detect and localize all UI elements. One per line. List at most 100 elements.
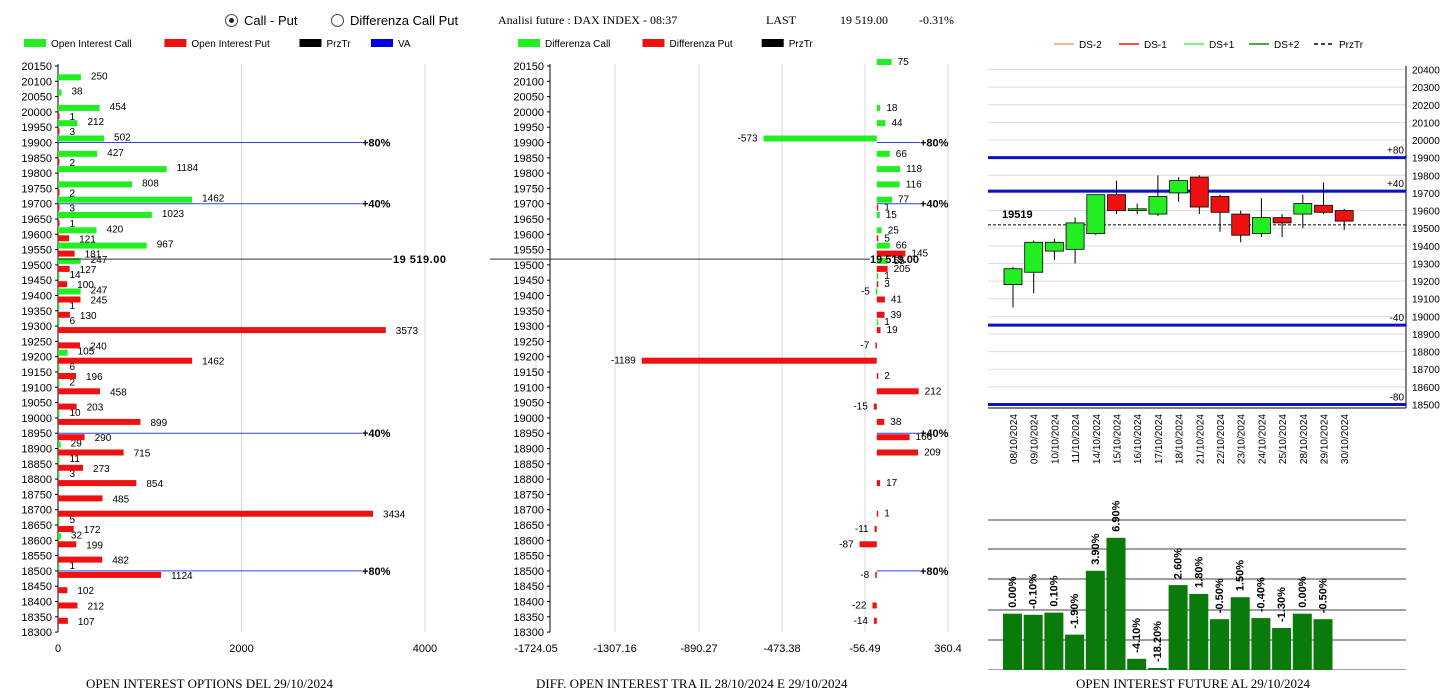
radio-differenza[interactable]: Differenza Call Put <box>331 13 458 28</box>
put-value-18800: 854 <box>146 479 163 490</box>
candle-legend-label-3: DS+2 <box>1274 40 1300 51</box>
strike-label-18700: 18700 <box>21 505 52 517</box>
diff-put-value-19250: -7 <box>860 340 869 351</box>
put-bar-18700 <box>58 510 374 517</box>
put-bar-19250 <box>58 342 81 349</box>
diff-strike-label-19550: 19550 <box>513 245 544 257</box>
diff-strike-label-19900: 19900 <box>513 138 544 150</box>
diff-strike-label-19650: 19650 <box>513 214 544 226</box>
diff-put-bar-18650 <box>874 526 877 532</box>
put-value-18700: 3434 <box>383 510 406 521</box>
candle-y-tick-19100: 19100 <box>1412 295 1440 306</box>
diff-legend-label-0: Differenza Call <box>545 39 610 50</box>
strike-label-19350: 19350 <box>21 306 52 318</box>
diff-call-value-19600: 25 <box>888 225 900 236</box>
strike-label-18950: 18950 <box>21 428 52 440</box>
call-value-18850: 11 <box>70 454 81 465</box>
legend-swatch-3 <box>371 39 393 47</box>
diff-call-bar-19900 <box>763 135 877 142</box>
band-label-1: +40 <box>1387 179 1404 190</box>
put-bar-18650 <box>58 526 74 532</box>
radio-call-put[interactable]: Call - Put <box>225 13 297 28</box>
put-value-18900: 715 <box>134 449 151 460</box>
diff-put-bar-18350 <box>873 617 877 624</box>
call-value-19400: 247 <box>91 286 108 297</box>
candle-price-label: 19519 <box>1002 209 1033 221</box>
diff-strike-label-19350: 19350 <box>513 306 544 318</box>
call-value-19550: 967 <box>157 240 174 251</box>
put-bar-19600 <box>58 235 70 242</box>
date-label-2: 10/10/2024 <box>1050 414 1061 464</box>
call-bar-18600 <box>58 533 61 540</box>
candle-body-11 <box>1231 213 1251 236</box>
future-bar-label-0: 0.00% <box>1007 576 1019 607</box>
radio-selected-icon[interactable] <box>225 14 238 27</box>
future-bar-9 <box>1189 593 1209 670</box>
put-bar-19100 <box>58 388 101 395</box>
diff-legend-label-1: Differenza Put <box>670 39 733 50</box>
candle-legend-label-2: DS+1 <box>1209 40 1235 51</box>
diff-strike-label-18750: 18750 <box>513 489 544 501</box>
put-bar-18450 <box>58 587 68 594</box>
legend-label-3: VA <box>398 39 411 50</box>
future-bar-10 <box>1210 619 1229 670</box>
future-bar-4 <box>1085 570 1105 670</box>
diff-put-value-19050: -15 <box>853 402 868 413</box>
candle-y-tick-18500: 18500 <box>1412 400 1440 411</box>
diff-strike-label-18500: 18500 <box>513 566 544 578</box>
put-bar-18500 <box>58 571 162 578</box>
candle-y-tick-19600: 19600 <box>1412 207 1440 218</box>
put-value-19950: 3 <box>70 127 76 138</box>
call-value-19100: 2 <box>70 377 76 388</box>
diff-call-bar-19300 <box>876 319 879 326</box>
diff-put-value-18650: -11 <box>855 524 869 535</box>
diff-put-value-18950: 166 <box>916 432 933 443</box>
diff-va-label-3: +80% <box>920 566 949 578</box>
future-bar-label-1: -0.10% <box>1028 574 1040 609</box>
diff-strike-label-18350: 18350 <box>513 612 544 624</box>
diff-put-bar-18500 <box>875 571 877 578</box>
radio-unselected-icon[interactable] <box>331 14 344 27</box>
strike-label-19200: 19200 <box>21 352 52 364</box>
diff-put-bar-19450 <box>876 281 879 288</box>
diff-legend-label-2: PrzTr <box>789 39 814 50</box>
candle-body-9 <box>1189 176 1209 208</box>
diff-legend-swatch-2 <box>761 39 784 47</box>
diff-strike-label-18850: 18850 <box>513 459 544 471</box>
call-bar-18850 <box>58 456 60 463</box>
strike-label-18900: 18900 <box>21 444 52 456</box>
put-value-18450: 102 <box>77 586 94 597</box>
top-bar: Call - Put Differenza Call Put Analisi f… <box>0 0 1453 34</box>
diff-call-value-19450: 1 <box>884 271 890 282</box>
diff-put-bar-19500 <box>876 265 888 272</box>
strike-label-18550: 18550 <box>21 551 52 563</box>
call-value-18900: 29 <box>71 439 83 450</box>
put-value-19700: 3 <box>70 204 76 215</box>
strike-label-19900: 19900 <box>21 138 52 150</box>
put-bar-19000 <box>58 418 141 425</box>
future-bar-label-12: -0.40% <box>1255 577 1267 612</box>
call-bar-19800 <box>58 166 167 173</box>
diff-put-value-19500: 205 <box>894 264 911 275</box>
diff-strike-label-19950: 19950 <box>513 122 544 134</box>
put-value-19200: 1462 <box>202 357 225 368</box>
put-value-19150: 196 <box>86 372 103 383</box>
put-bar-18950 <box>58 434 85 441</box>
diff-put-bar-18800 <box>876 480 881 487</box>
x-tick-label-1: 2000 <box>229 643 253 655</box>
diff-strike-label-18900: 18900 <box>513 444 544 456</box>
diff-strike-label-19000: 19000 <box>513 413 544 425</box>
diff-legend-swatch-1 <box>642 39 665 47</box>
call-bar-18500 <box>58 563 60 570</box>
call-value-19350: 1 <box>70 301 76 312</box>
diff-strike-label-18550: 18550 <box>513 551 544 563</box>
center-chart-title: DIFF. OPEN INTEREST TRA IL 28/10/2024 E … <box>536 676 848 691</box>
diff-call-bar-19950 <box>876 120 886 127</box>
diff-put-value-19350: 39 <box>890 310 902 321</box>
call-value-19650: 1023 <box>162 209 185 220</box>
strike-label-19600: 19600 <box>21 229 52 241</box>
call-bar-18900 <box>58 441 61 448</box>
future-bar-13 <box>1272 628 1292 670</box>
diff-call-bar-20150 <box>876 59 892 65</box>
future-candlestick-chart: DS-2 DS-1 DS+1 DS+2 PrzTr 18500 18600 18700 1880… <box>988 40 1440 670</box>
